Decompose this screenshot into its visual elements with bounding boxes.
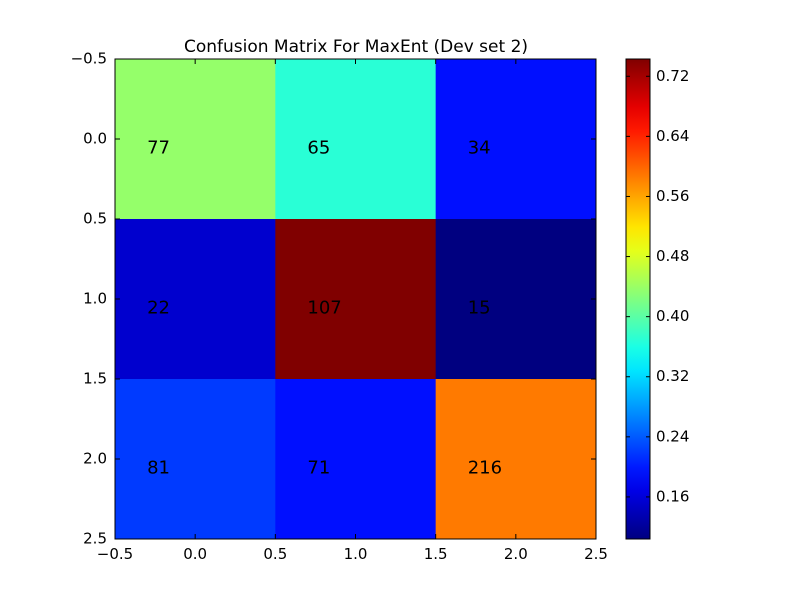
heatmap-cell-r1-c1 bbox=[275, 219, 437, 380]
colorbar-tick-label: 0.32 bbox=[656, 367, 689, 385]
y-tick-label: 1.5 bbox=[83, 370, 107, 388]
x-tick-label: −0.5 bbox=[97, 545, 133, 563]
cell-count-label: 81 bbox=[147, 458, 170, 479]
heatmap-cell-r0-c2 bbox=[435, 59, 597, 220]
heatmap-cell-r1-c0 bbox=[115, 219, 276, 380]
cell-count-label: 107 bbox=[307, 298, 341, 319]
heatmap-cell-r0-c0 bbox=[115, 59, 276, 220]
cell-count-label: 71 bbox=[307, 458, 330, 479]
colorbar-tick-label: 0.16 bbox=[656, 487, 689, 505]
y-tick-label: 2.5 bbox=[83, 530, 107, 548]
colorbar-tick-label: 0.56 bbox=[656, 187, 689, 205]
colorbar-gradient bbox=[625, 58, 651, 540]
heatmap-cell-r2-c0 bbox=[115, 379, 276, 540]
colorbar-tick-label: 0.64 bbox=[656, 127, 689, 145]
heatmap-cell-r2-c2 bbox=[435, 379, 597, 540]
x-tick-label: 2.5 bbox=[584, 545, 608, 563]
heatmap-plot: 77 65 34 22 107 15 81 71 216 −0.5 −0.5 0.0 0.0 0.5 0.5… bbox=[71, 50, 608, 564]
y-tick-label: 2.0 bbox=[83, 450, 107, 468]
x-tick-label: 1.5 bbox=[424, 545, 448, 563]
colorbar-tick-label: 0.24 bbox=[656, 427, 689, 445]
x-tick-label: 0.0 bbox=[183, 545, 207, 563]
colorbar-tick-label: 0.40 bbox=[656, 307, 689, 325]
x-tick-label: 0.5 bbox=[263, 545, 287, 563]
heatmap-cell-r2-c1 bbox=[275, 379, 437, 540]
cell-count-label: 34 bbox=[468, 138, 491, 159]
cell-count-label: 77 bbox=[147, 138, 170, 159]
colorbar-tick-label: 0.72 bbox=[656, 67, 689, 85]
x-tick-label: 1.0 bbox=[344, 545, 368, 563]
colorbar: 0.16 0.24 0.32 0.40 0.48 0.56 0.64 0.72 bbox=[625, 58, 689, 540]
cell-count-label: 15 bbox=[468, 298, 491, 319]
x-tick-label: 2.0 bbox=[504, 545, 528, 563]
y-tick-label: −0.5 bbox=[71, 50, 107, 68]
cell-count-label: 22 bbox=[147, 298, 170, 319]
y-tick-label: 0.5 bbox=[83, 210, 107, 228]
cell-count-label: 216 bbox=[468, 458, 502, 479]
chart-title: Confusion Matrix For MaxEnt (Dev set 2) bbox=[184, 37, 528, 57]
colorbar-tick-label: 0.48 bbox=[656, 247, 689, 265]
y-tick-label: 0.0 bbox=[83, 130, 107, 148]
heatmap-cell-r1-c2 bbox=[435, 219, 597, 380]
heatmap-cell-r0-c1 bbox=[275, 59, 437, 220]
y-tick-label: 1.0 bbox=[83, 290, 107, 308]
cell-count-label: 65 bbox=[307, 138, 330, 159]
